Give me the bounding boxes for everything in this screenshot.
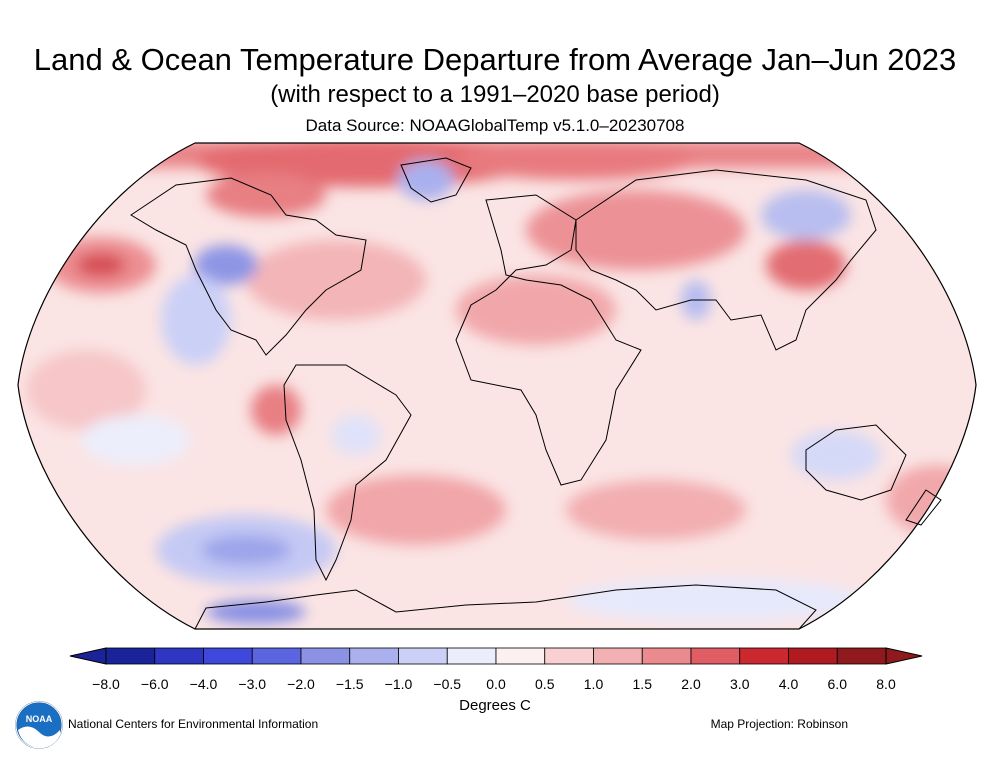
- colorbar-tick-label: 3.0: [730, 676, 750, 692]
- map-title: Land & Ocean Temperature Departure from …: [33, 42, 957, 77]
- colorbar-swatch: [788, 647, 838, 665]
- colorbar-swatch: [105, 647, 156, 665]
- colorbar-units: Degrees C: [459, 697, 531, 714]
- colorbar-swatch: [544, 647, 594, 665]
- org-name: National Centers for Environmental Infor…: [68, 717, 319, 731]
- colorbar-swatch: [739, 647, 789, 665]
- world-temperature-map: [17, 142, 977, 630]
- colorbar-tick-label: 0.5: [535, 676, 555, 692]
- projection-note: Map Projection: Robinson: [710, 717, 848, 731]
- data-source: Data Source: NOAAGlobalTemp v5.1.0–20230…: [305, 116, 685, 135]
- colorbar-swatch: [690, 647, 741, 665]
- colorbar-swatches: [69, 647, 923, 665]
- colorbar-tick-labels: −8.0 −6.0 −4.0 −3.0 −2.0 −1.5 −1.0 −0.5 0.0 0.5 1.…: [92, 676, 896, 692]
- colorbar-tick-label: −1.5: [336, 676, 364, 692]
- colorbar-tick-label: 8.0: [876, 676, 896, 692]
- asia-outline: [575, 169, 877, 351]
- colorbar-tick-label: 4.0: [779, 676, 799, 692]
- europe-africa-outline: [455, 194, 642, 486]
- colorbar-tick-label: −2.0: [287, 676, 315, 692]
- colorbar-tick-label: 1.5: [633, 676, 653, 692]
- colorbar-swatch: [203, 647, 253, 665]
- map-border: [17, 142, 977, 630]
- colorbar-right-arrow: [885, 647, 923, 665]
- colorbar-swatch: [154, 647, 204, 665]
- colorbar-swatch: [446, 647, 497, 665]
- map-subtitle: (with respect to a 1991–2020 base period…: [270, 81, 720, 108]
- colorbar-tick-label: −4.0: [190, 676, 218, 692]
- colorbar-tick-label: −3.0: [238, 676, 266, 692]
- noaa-logo-icon: NOAA: [15, 701, 63, 749]
- colorbar-tick-label: 2.0: [681, 676, 701, 692]
- coastlines: [130, 157, 942, 630]
- colorbar: −8.0 −6.0 −4.0 −3.0 −2.0 −1.5 −1.0 −0.5 0.0 0.5 1.…: [69, 647, 923, 692]
- colorbar-swatch: [593, 647, 643, 665]
- logo-text: NOAA: [26, 714, 53, 724]
- north-america-outline: [130, 177, 367, 356]
- colorbar-tick-label: 0.0: [486, 676, 506, 692]
- anomaly-field: [18, 143, 976, 629]
- colorbar-tick-label: −8.0: [92, 676, 120, 692]
- antarctica-outline: [194, 584, 817, 630]
- colorbar-tick-label: −1.0: [385, 676, 413, 692]
- colorbar-swatch: [300, 647, 351, 665]
- colorbar-swatch: [836, 647, 887, 665]
- colorbar-swatch: [641, 647, 692, 665]
- colorbar-left-arrow: [69, 647, 107, 665]
- colorbar-swatch: [398, 647, 448, 665]
- australia-outline: [805, 424, 907, 501]
- colorbar-tick-label: 6.0: [828, 676, 848, 692]
- colorbar-swatch: [349, 647, 399, 665]
- colorbar-tick-label: 1.0: [584, 676, 604, 692]
- colorbar-tick-label: −6.0: [141, 676, 169, 692]
- colorbar-tick-label: −0.5: [433, 676, 461, 692]
- colorbar-swatch: [495, 647, 546, 665]
- south-america-outline: [283, 364, 412, 582]
- colorbar-swatch: [251, 647, 302, 665]
- greenland-outline: [400, 157, 472, 203]
